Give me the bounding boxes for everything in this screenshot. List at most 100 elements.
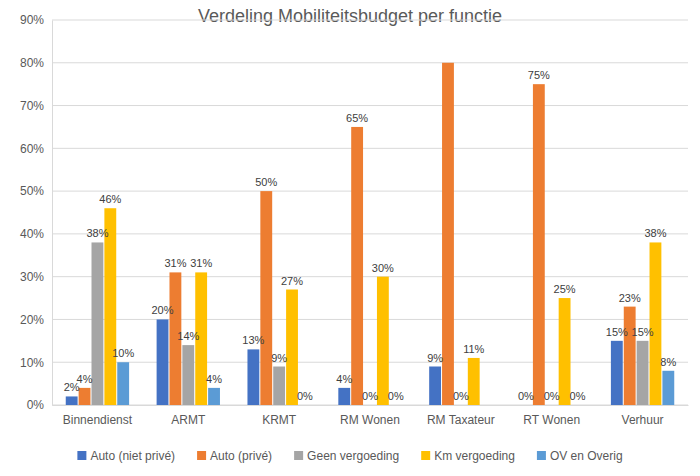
chart-title: Verdeling Mobiliteitsbudget per functie [198, 6, 502, 26]
data-label: 27% [281, 275, 303, 287]
legend-swatch [421, 451, 430, 460]
legend-item: Auto (privé) [197, 449, 272, 463]
data-label: 4% [336, 373, 352, 385]
grid-line [52, 191, 688, 192]
data-label: 0% [362, 390, 378, 402]
bar [650, 242, 662, 405]
data-label: 38% [644, 227, 666, 239]
grid-line [52, 319, 688, 320]
y-tick-label: 40% [20, 227, 44, 241]
bar [377, 277, 389, 405]
bar [208, 388, 220, 405]
x-tick-label: Verhuur [622, 413, 664, 427]
data-label: 50% [255, 176, 277, 188]
bar [117, 362, 129, 405]
legend-item: Geen vergoeding [294, 449, 399, 463]
x-tick-label: ARMT [171, 413, 206, 427]
bar [157, 319, 169, 405]
legend-swatch [197, 451, 206, 460]
legend-item: Km vergoeding [421, 449, 515, 463]
bar [351, 127, 363, 405]
bar [546, 405, 558, 406]
x-tick: Verhuur [622, 405, 664, 427]
bar [455, 405, 467, 406]
legend-label: Auto (niet privé) [90, 449, 175, 463]
x-tick-label: RT Wonen [523, 413, 580, 427]
bar [611, 341, 623, 405]
chart-svg: Verdeling Mobiliteitsbudget per functie 0… [0, 0, 700, 476]
y-tick-label: 50% [20, 184, 44, 198]
y-tick: 70% [20, 99, 52, 113]
bar [637, 341, 649, 405]
x-tick-label: RM Wonen [340, 413, 400, 427]
y-tick-label: 60% [20, 142, 44, 156]
bar-series [79, 63, 636, 405]
bar-series [104, 208, 661, 405]
bar [533, 84, 545, 405]
data-label: 30% [372, 262, 394, 274]
y-axis-line [52, 21, 53, 406]
data-label: 0% [453, 390, 469, 402]
bar [468, 358, 480, 405]
data-label: 0% [297, 390, 313, 402]
y-tick: 10% [20, 356, 52, 370]
data-label: 0% [388, 390, 404, 402]
legend-label: OV en Overig [550, 449, 623, 463]
y-tick-label: 20% [20, 313, 44, 327]
bar [429, 367, 441, 406]
data-label: 75% [528, 69, 550, 81]
data-label: 0% [544, 390, 560, 402]
data-labels: 2%20%13%4%9%0%15%4%31%50%65%75%23%38%14%… [64, 69, 677, 402]
data-label: 9% [271, 352, 287, 364]
chart-container: Verdeling Mobiliteitsbudget per functie 0… [0, 0, 700, 476]
bar [624, 307, 636, 405]
bar [286, 290, 298, 406]
data-label: 4% [77, 373, 93, 385]
bar-series [117, 362, 674, 405]
grid-line [52, 276, 688, 277]
x-tick: ARMT [171, 405, 206, 427]
bar [273, 367, 285, 406]
data-label: 11% [463, 343, 484, 355]
x-tick: KRMT [262, 405, 297, 427]
y-tick-label: 0% [27, 398, 45, 412]
data-label: 46% [99, 193, 121, 205]
data-label: 9% [427, 352, 443, 364]
bar-series [92, 242, 649, 405]
x-tick-label: Binnendienst [63, 413, 133, 427]
grid-line [52, 148, 688, 149]
legend-label: Auto (privé) [210, 449, 272, 463]
bar [182, 345, 194, 405]
bar [572, 405, 584, 406]
x-axis: Binnendienst ARMT KRMT RM Wonen RM Taxateur R… [53, 405, 689, 427]
data-label: 25% [554, 283, 576, 295]
x-axis-line [53, 405, 689, 406]
legend-swatch [537, 451, 546, 460]
data-label: 65% [346, 112, 368, 124]
x-tick-label: KRMT [262, 413, 297, 427]
plot-area: 0%10%20%30%40%50%60%70%80%90%Binnendiens… [20, 13, 689, 426]
bar [338, 388, 350, 405]
bar [92, 242, 104, 405]
data-label: 10% [112, 347, 134, 359]
data-label: 31% [164, 257, 186, 269]
bar [79, 388, 91, 405]
data-label: 13% [242, 334, 264, 346]
x-tick-label: RM Taxateur [427, 413, 495, 427]
legend-swatch [77, 451, 86, 460]
grid-line [52, 233, 688, 234]
bar [390, 405, 402, 406]
bar [364, 405, 376, 406]
legend-label: Km vergoeding [434, 449, 515, 463]
x-tick: RM Taxateur [427, 405, 495, 427]
y-tick: 50% [20, 184, 52, 198]
grid-line [52, 20, 688, 21]
bar [481, 405, 493, 406]
legend-item: Auto (niet privé) [77, 449, 175, 463]
data-label: 15% [632, 326, 654, 338]
bar [662, 371, 674, 405]
legend-item: OV en Overig [537, 449, 623, 463]
y-tick: 60% [20, 142, 52, 156]
data-label: 8% [660, 356, 676, 368]
bar [247, 349, 259, 405]
